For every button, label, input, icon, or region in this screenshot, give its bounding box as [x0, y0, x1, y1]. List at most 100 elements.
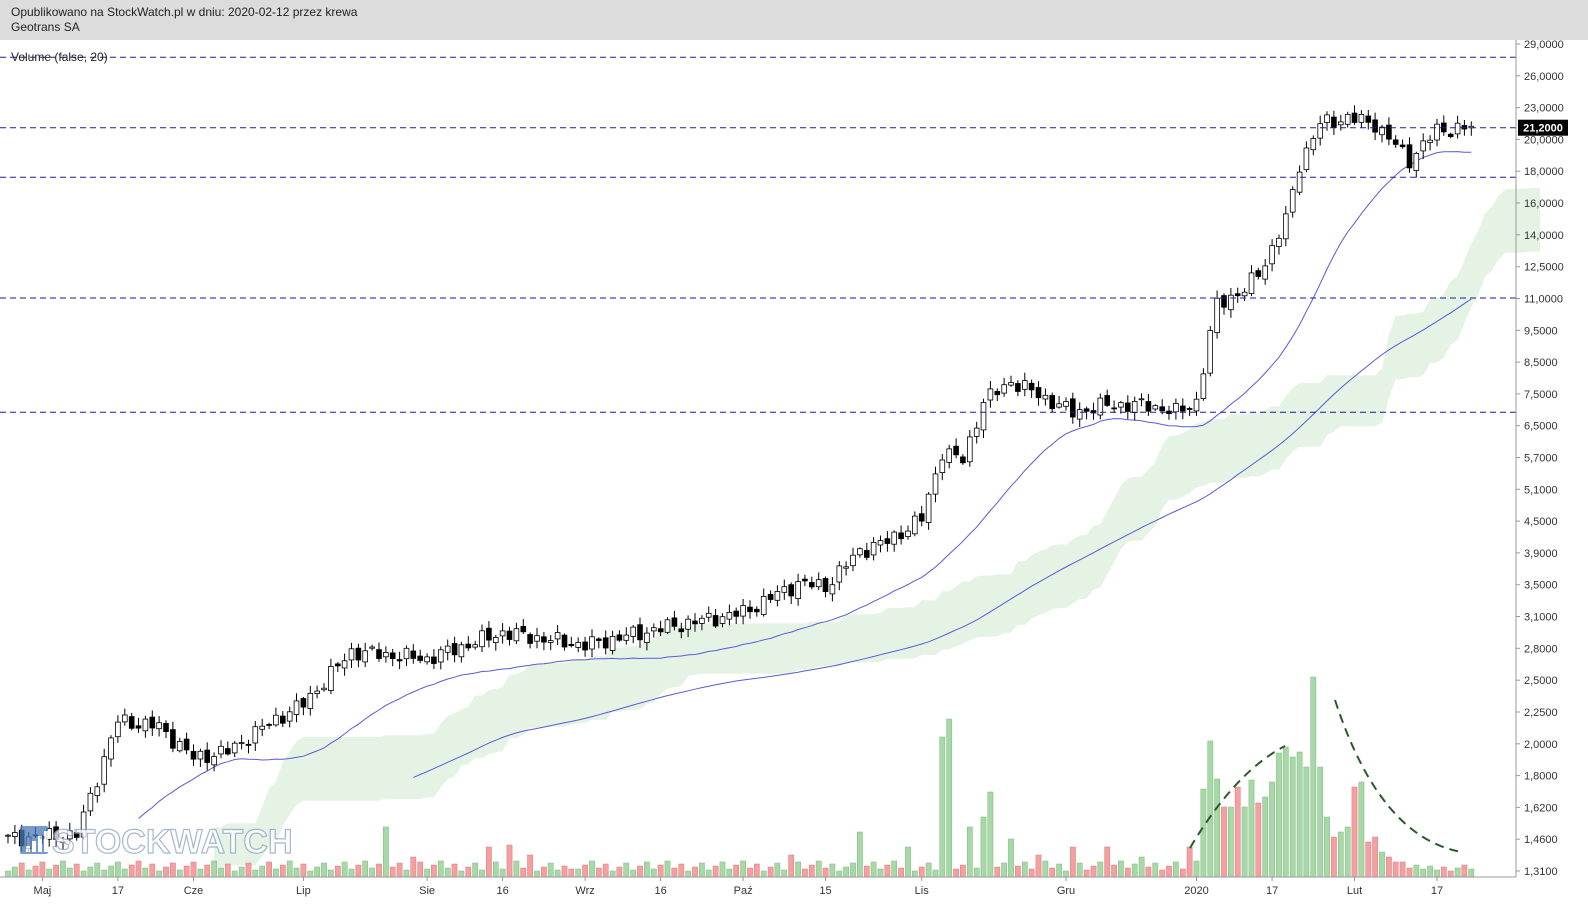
volume-bar	[1468, 868, 1475, 878]
volume-bar	[1434, 869, 1440, 878]
volume-bar	[644, 861, 650, 878]
candle-body	[1097, 397, 1104, 416]
volume-bar	[760, 870, 767, 878]
y-tick-label: 14,0000	[1524, 230, 1564, 242]
candle-body	[960, 456, 966, 464]
candle-body	[1447, 133, 1454, 137]
volume-bar	[829, 863, 836, 878]
volume-bar	[252, 869, 259, 878]
candle-body	[355, 647, 362, 661]
candle-body	[767, 594, 774, 600]
volume-bar	[25, 869, 32, 878]
volume-bar	[671, 867, 678, 878]
y-tick-label: 8,5000	[1524, 357, 1558, 369]
candle-body	[1420, 140, 1427, 152]
candle-body	[1386, 124, 1392, 140]
candle-body	[1138, 398, 1145, 401]
candle-body	[1234, 293, 1241, 297]
volume-bar	[424, 868, 430, 878]
x-tick-label: 16	[496, 885, 508, 897]
volume-bar	[1454, 867, 1461, 878]
candle-body	[1283, 213, 1289, 240]
candle-body	[925, 493, 932, 523]
candle-body	[815, 579, 822, 588]
candle-body	[884, 538, 891, 544]
candle-body	[967, 436, 973, 463]
candle-body	[1331, 116, 1337, 128]
candle-body	[754, 608, 760, 613]
volume-bar	[699, 862, 705, 878]
volume-bar	[719, 861, 726, 878]
candle-body	[94, 786, 101, 796]
volume-bar	[492, 861, 499, 878]
volume-bar	[705, 869, 712, 878]
candle-body	[197, 750, 204, 760]
candle-body	[1351, 112, 1358, 123]
volume-bar	[1406, 867, 1413, 878]
volume-bar	[1379, 851, 1385, 878]
candle-body	[1338, 121, 1344, 126]
x-tick-label: Cze	[184, 885, 204, 897]
volume-bar	[362, 860, 369, 878]
volume-bar	[1234, 786, 1241, 878]
volume-bar	[740, 860, 746, 878]
logo-bar	[32, 841, 36, 852]
volume-bar	[1440, 866, 1447, 878]
candle-body	[980, 402, 987, 431]
y-tick-label: 20,0000	[1524, 134, 1564, 146]
volume-bar	[692, 866, 698, 878]
volume-bar	[444, 867, 451, 878]
y-tick-label: 5,7000	[1524, 453, 1558, 465]
candle-body	[1344, 114, 1351, 125]
candle-body	[60, 841, 66, 843]
volume-bar	[925, 862, 932, 878]
volume-bar	[1399, 861, 1406, 878]
volume-bar	[1365, 841, 1372, 878]
candle-body	[1200, 373, 1207, 399]
candle-body	[190, 751, 197, 760]
volume-bar	[1131, 863, 1138, 878]
volume-bar	[1241, 806, 1248, 878]
volume-bar	[554, 869, 561, 878]
candle-body	[252, 726, 259, 744]
candle-body	[589, 636, 595, 650]
candle-body	[1365, 115, 1372, 123]
candle-body	[568, 644, 575, 647]
volume-bar	[431, 864, 437, 878]
volume-bar	[273, 868, 279, 878]
candle-body	[80, 811, 87, 838]
candle-body	[891, 531, 897, 545]
volume-bar	[1152, 862, 1159, 878]
candle-body	[1303, 147, 1310, 171]
volume-bar	[458, 870, 465, 878]
volume-bar	[1111, 864, 1117, 878]
volume-bar	[238, 866, 245, 878]
volume-bar	[953, 868, 959, 878]
candle-body	[53, 826, 59, 840]
candle-body	[403, 647, 410, 660]
candle-body	[527, 634, 533, 644]
candle-body	[747, 606, 753, 613]
company-name: Geotrans SA	[11, 20, 80, 34]
volume-bar	[1317, 766, 1324, 878]
volume-bar	[1344, 826, 1351, 878]
candle-body	[1296, 171, 1303, 193]
volume-bar	[1118, 860, 1124, 878]
candle-body	[376, 649, 382, 659]
candle-body	[101, 756, 108, 785]
candle-body	[314, 690, 320, 694]
candle-body	[596, 638, 602, 641]
volume-bar	[5, 870, 11, 878]
candle-body	[678, 628, 685, 633]
volume-bar	[712, 865, 719, 878]
volume-bar	[630, 869, 637, 878]
candle-body	[1022, 380, 1028, 390]
candle-body	[108, 737, 114, 760]
volume-bar	[595, 867, 602, 878]
last-price-badge	[1518, 119, 1568, 136]
volume-bar	[135, 860, 142, 878]
candle-body	[733, 610, 739, 617]
candle-body	[156, 722, 162, 730]
candle-body	[664, 619, 671, 633]
volume-bar	[39, 861, 46, 878]
